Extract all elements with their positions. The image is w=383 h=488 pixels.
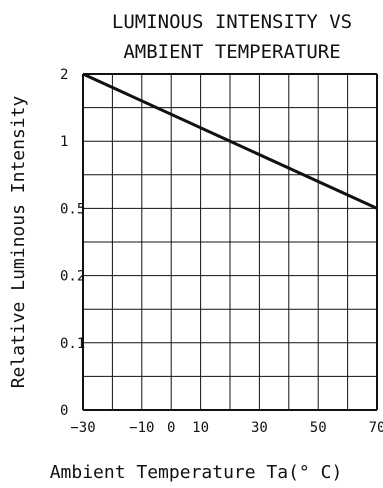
x-tick-label: 0 (167, 420, 175, 436)
y-tick-labels: 2 1 0.5 0.2 0.1 0 (60, 67, 85, 419)
chart-title-line-2: AMBIENT TEMPERATURE (123, 41, 340, 63)
x-axis-label: Ambient Temperature Ta(° C) (50, 462, 343, 483)
y-tick-label: 1 (60, 134, 68, 150)
x-tick-label: 10 (192, 420, 209, 436)
y-tick-label: 0 (60, 403, 68, 419)
y-tick-label: 0.5 (60, 201, 85, 217)
chart-title-line-1: LUMINOUS INTENSITY VS (112, 11, 352, 33)
y-tick-label: 2 (60, 67, 68, 83)
x-tick-label: 70 (369, 420, 383, 436)
y-tick-label: 0.2 (60, 269, 85, 285)
x-tick-labels: −30 −10 0 10 30 50 70 (70, 420, 383, 436)
series-line (82, 72, 378, 210)
y-axis-label: Relative Luminous Intensity (8, 96, 29, 389)
y-tick-label: 0.1 (60, 336, 85, 352)
x-tick-label: 30 (251, 420, 268, 436)
x-tick-label: −30 (70, 420, 95, 436)
series-group (82, 72, 378, 210)
grid (82, 73, 378, 411)
x-tick-label: 50 (310, 420, 327, 436)
x-tick-label: −10 (129, 420, 154, 436)
